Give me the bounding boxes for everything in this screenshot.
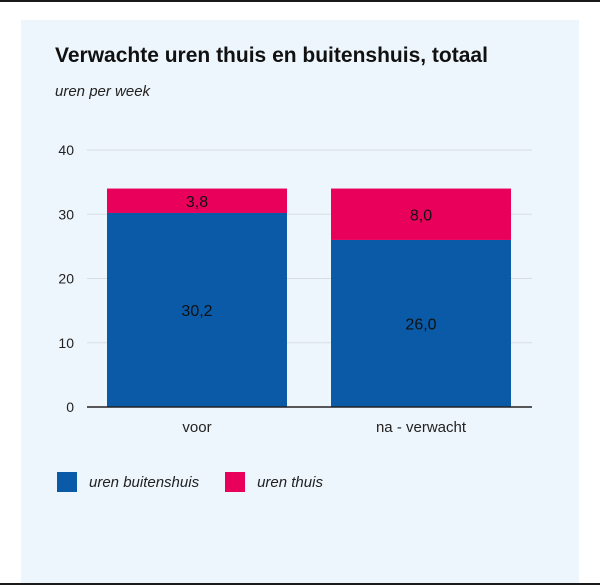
chart-title: Verwachte uren thuis en buitenshuis, tot… [55,44,488,67]
y-tick-label: 30 [58,206,74,222]
bar-segment [107,212,287,407]
data-label: 30,2 [181,303,212,320]
legend-item-buitenshuis: uren buitenshuis [57,472,199,492]
y-tick-label: 10 [58,335,74,351]
legend-item-thuis: uren thuis [225,472,323,492]
legend-label-thuis: uren thuis [257,473,323,491]
legend-swatch-buitenshuis [57,472,77,492]
data-label: 8,0 [410,207,432,224]
legend: uren buitenshuis uren thuis [57,472,349,492]
x-tick-label: voor [182,419,211,436]
y-tick-label: 0 [66,399,74,415]
bottom-border [0,583,600,585]
legend-label-buitenshuis: uren buitenshuis [89,473,200,491]
x-tick-label: na - verwacht [376,419,467,436]
data-label: 26,0 [405,316,436,333]
legend-swatch-thuis [225,472,246,492]
bar-segment [331,239,511,407]
data-label: 3,8 [186,194,208,211]
bar-segment [331,188,511,240]
bar-segment [107,188,287,213]
y-tick-label: 40 [58,142,74,158]
top-border [0,0,600,2]
y-tick-label: 20 [58,271,74,287]
chart-subtitle: uren per week [55,83,151,100]
